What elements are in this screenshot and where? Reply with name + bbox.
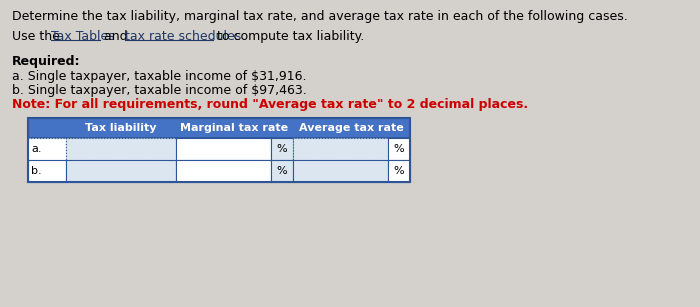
Bar bbox=[66, 160, 176, 182]
Text: Marginal tax rate: Marginal tax rate bbox=[181, 123, 288, 133]
Text: a.: a. bbox=[31, 144, 41, 154]
Text: a. Single taxpayer, taxable income of $31,916.: a. Single taxpayer, taxable income of $3… bbox=[12, 70, 307, 83]
Bar bbox=[28, 160, 66, 182]
Bar bbox=[176, 138, 271, 160]
Bar bbox=[176, 160, 271, 182]
Text: Note: For all requirements, round "Average tax rate" to 2 decimal places.: Note: For all requirements, round "Avera… bbox=[12, 98, 528, 111]
Text: Tax Tables: Tax Tables bbox=[51, 30, 115, 43]
Text: Required:: Required: bbox=[12, 55, 81, 68]
Bar bbox=[28, 138, 66, 160]
Bar bbox=[293, 160, 388, 182]
Bar bbox=[271, 138, 293, 160]
Bar bbox=[388, 138, 410, 160]
Bar bbox=[293, 138, 388, 160]
Text: %: % bbox=[276, 166, 287, 176]
Text: Tax liability: Tax liability bbox=[85, 123, 157, 133]
Text: b. Single taxpayer, taxable income of $97,463.: b. Single taxpayer, taxable income of $9… bbox=[12, 84, 307, 97]
Bar bbox=[388, 160, 410, 182]
Text: and: and bbox=[100, 30, 132, 43]
Text: to compute tax liability.: to compute tax liability. bbox=[213, 30, 365, 43]
Text: b.: b. bbox=[31, 166, 41, 176]
Text: Determine the tax liability, marginal tax rate, and average tax rate in each of : Determine the tax liability, marginal ta… bbox=[12, 10, 628, 23]
Bar bbox=[271, 160, 293, 182]
Bar bbox=[28, 118, 410, 138]
Bar bbox=[28, 118, 410, 182]
Text: %: % bbox=[276, 144, 287, 154]
Text: Average tax rate: Average tax rate bbox=[299, 123, 404, 133]
Text: %: % bbox=[393, 144, 405, 154]
Bar bbox=[66, 138, 176, 160]
Text: Use the: Use the bbox=[12, 30, 64, 43]
Text: %: % bbox=[393, 166, 405, 176]
Text: tax rate schedules: tax rate schedules bbox=[125, 30, 241, 43]
